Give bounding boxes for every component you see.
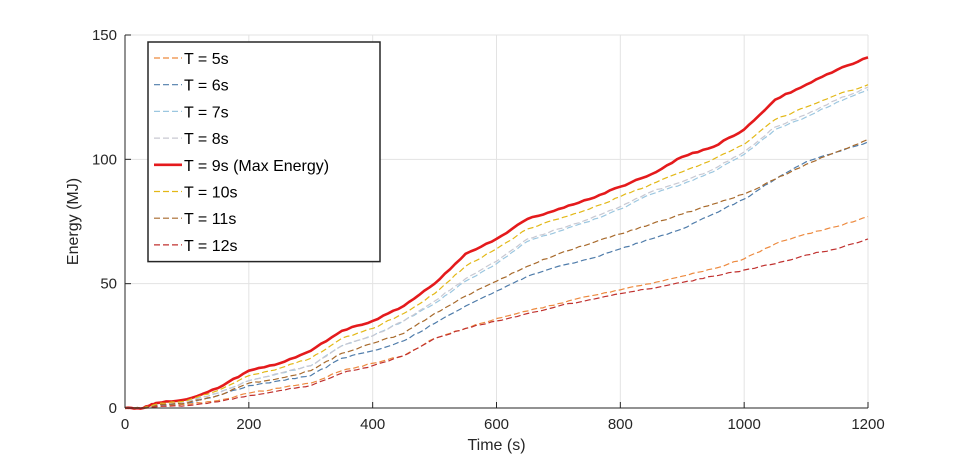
y-tick-label: 50 (100, 276, 117, 293)
x-tick-label: 400 (360, 416, 385, 433)
x-tick-label: 0 (121, 416, 129, 433)
legend-label: T = 5s (184, 51, 229, 68)
x-tick-label: 1000 (727, 416, 760, 433)
legend-label: T = 7s (184, 104, 229, 121)
y-tick-label: 100 (92, 151, 117, 168)
series-line (124, 138, 869, 410)
x-tick-label: 600 (484, 416, 509, 433)
series-line (124, 238, 869, 410)
legend: T = 5s T = 6s T = 7s T = 8s T = 9s (Max Ener… (147, 41, 381, 263)
x-tick-label: 1200 (851, 416, 884, 433)
x-tick-label: 200 (236, 416, 261, 433)
y-tick-label: 150 (92, 27, 117, 44)
series-line (124, 86, 869, 409)
series-line (124, 56, 869, 410)
legend-label: T = 6s (184, 78, 229, 95)
x-axis-label: Time (s) (467, 437, 525, 454)
legend-label: T = 9s (Max Energy) (184, 158, 329, 175)
legend-label: T = 12s (184, 238, 238, 255)
legend-label: T = 10s (184, 185, 238, 202)
legend-label: T = 11s (184, 211, 236, 228)
series-line (124, 215, 869, 410)
x-tick-label: 800 (608, 416, 633, 433)
axes: 0 200 400 600 800 1000 1200 0 50 100 150 (92, 27, 885, 433)
y-axis-label: Energy (MJ) (65, 178, 82, 265)
series-line (124, 84, 869, 410)
y-tick-label: 0 (109, 400, 117, 417)
legend-box (147, 41, 381, 263)
legend-label: T = 8s (184, 131, 229, 148)
series-lines (124, 56, 869, 410)
